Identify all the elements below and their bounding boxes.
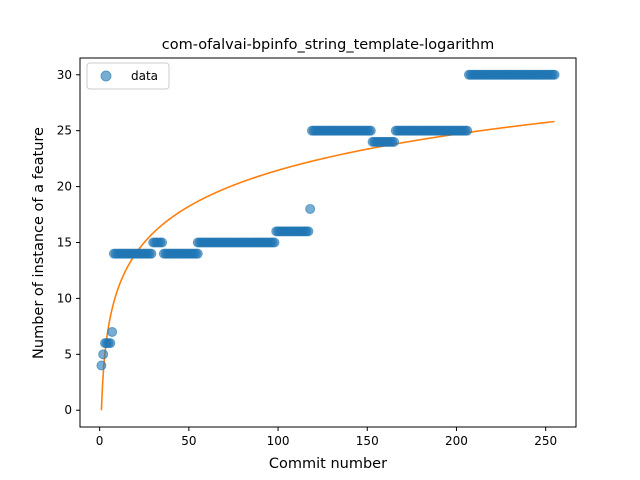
data-point [192, 248, 203, 259]
data-point [157, 237, 168, 248]
y-axis-label: Number of instance of a feature [31, 127, 47, 359]
data-point [269, 237, 280, 248]
y-tick-label: 30 [57, 68, 72, 82]
legend: data [86, 62, 170, 90]
chart-title: com-ofalvai-bpinfo_string_template-logar… [162, 37, 494, 53]
data-point [96, 360, 107, 371]
y-tick-label: 20 [57, 180, 72, 194]
data-point [365, 125, 376, 136]
x-tick-label: 150 [356, 434, 379, 448]
data-point [107, 326, 118, 337]
x-tick-label: 200 [445, 434, 468, 448]
plot-area [79, 57, 577, 428]
y-tick-label: 10 [57, 291, 72, 305]
x-tick-label: 0 [96, 434, 104, 448]
legend-box [86, 62, 170, 90]
data-point [105, 338, 116, 349]
points-layer [96, 69, 560, 371]
legend-label: data [131, 69, 158, 83]
fit-layer [100, 120, 555, 411]
y-axis: 0 5 10 15 20 25 30 [57, 68, 80, 417]
data-point [389, 136, 400, 147]
x-tick-label: 100 [267, 434, 290, 448]
x-tick-label: 50 [181, 434, 196, 448]
data-point [98, 349, 109, 360]
data-point [549, 69, 560, 80]
fit-line [100, 120, 555, 411]
data-point [146, 248, 157, 259]
x-tick-label: 250 [534, 434, 557, 448]
y-tick-label: 25 [57, 124, 72, 138]
data-point [462, 125, 473, 136]
x-axis-label: Commit number [269, 456, 387, 472]
x-axis: 0 50 100 150 200 250 [96, 427, 557, 448]
y-tick-label: 15 [57, 236, 72, 250]
legend-marker [100, 70, 112, 82]
data-point [305, 203, 316, 214]
y-tick-label: 5 [64, 347, 72, 361]
y-tick-label: 0 [64, 403, 72, 417]
data-point [303, 226, 314, 237]
